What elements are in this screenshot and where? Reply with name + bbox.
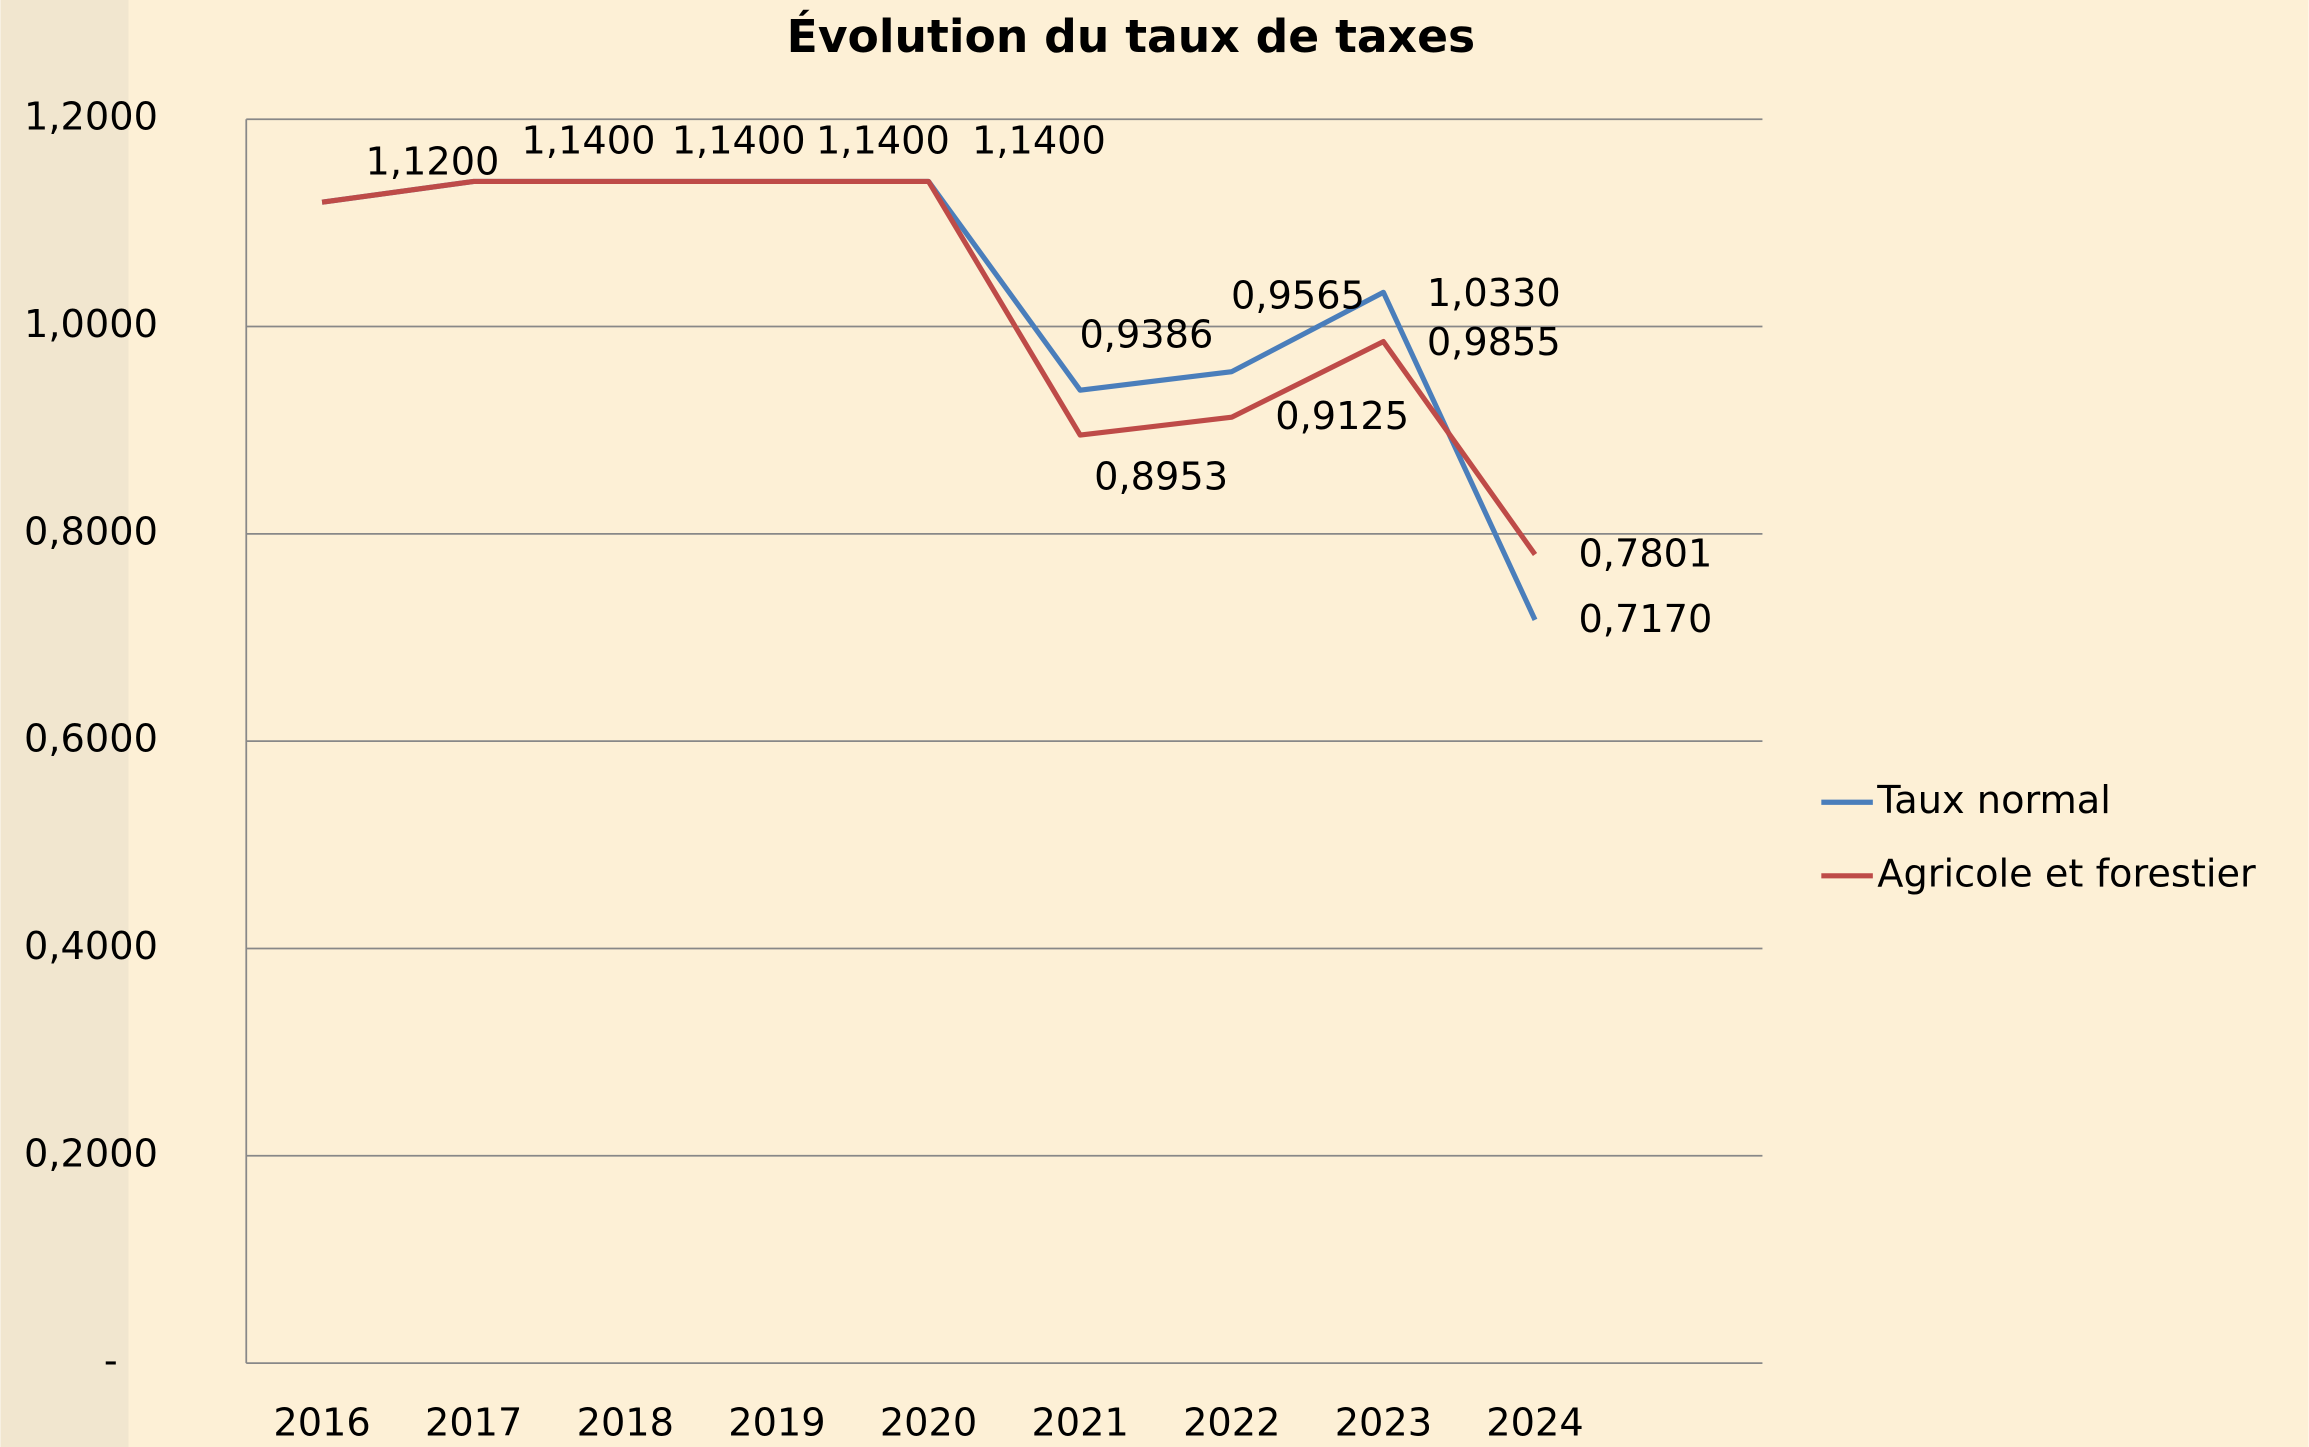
x-tick-label: 2016 — [273, 1400, 370, 1445]
side-strip — [0, 0, 129, 1447]
chart-title: Évolution du taux de taxes — [787, 9, 1476, 63]
data-label: 0,9565 — [1231, 274, 1365, 319]
data-label: 0,7170 — [1578, 597, 1712, 642]
series-line — [321, 178, 1538, 556]
x-tick-label: 2020 — [880, 1400, 977, 1445]
y-tick-label: 0,4000 — [24, 924, 158, 969]
y-tick-label: - — [104, 1339, 118, 1384]
x-tick-label: 2018 — [577, 1400, 674, 1445]
x-tick-label: 2023 — [1335, 1400, 1432, 1445]
data-label: 0,8953 — [1094, 455, 1228, 500]
legend-label: Agricole et forestier — [1877, 851, 2256, 896]
data-label: 0,9125 — [1275, 394, 1409, 439]
x-tick-label: 2022 — [1183, 1400, 1280, 1445]
x-tick-label: 2024 — [1486, 1400, 1583, 1445]
data-label: 0,9386 — [1079, 313, 1213, 358]
data-label: 1,0330 — [1427, 271, 1561, 316]
data-label: 0,9855 — [1427, 320, 1561, 365]
y-tick-label: 0,2000 — [24, 1131, 158, 1176]
x-tick-label: 2021 — [1031, 1400, 1128, 1445]
data-label: 1,1400 — [522, 119, 656, 164]
x-tick-label: 2017 — [425, 1400, 522, 1445]
legend-label: Taux normal — [1876, 778, 2111, 823]
x-tick-label: 2019 — [728, 1400, 825, 1445]
data-label: 0,7801 — [1578, 531, 1712, 576]
y-tick-label: 0,6000 — [24, 717, 158, 762]
y-tick-label: 0,8000 — [24, 509, 158, 554]
data-label: 1,1200 — [366, 139, 500, 184]
y-tick-label: 1,0000 — [24, 302, 158, 347]
data-label: 1,1400 — [816, 119, 950, 164]
data-label: 1,1400 — [672, 119, 806, 164]
data-label: 1,1400 — [972, 119, 1106, 164]
y-tick-label: 1,2000 — [24, 95, 158, 140]
